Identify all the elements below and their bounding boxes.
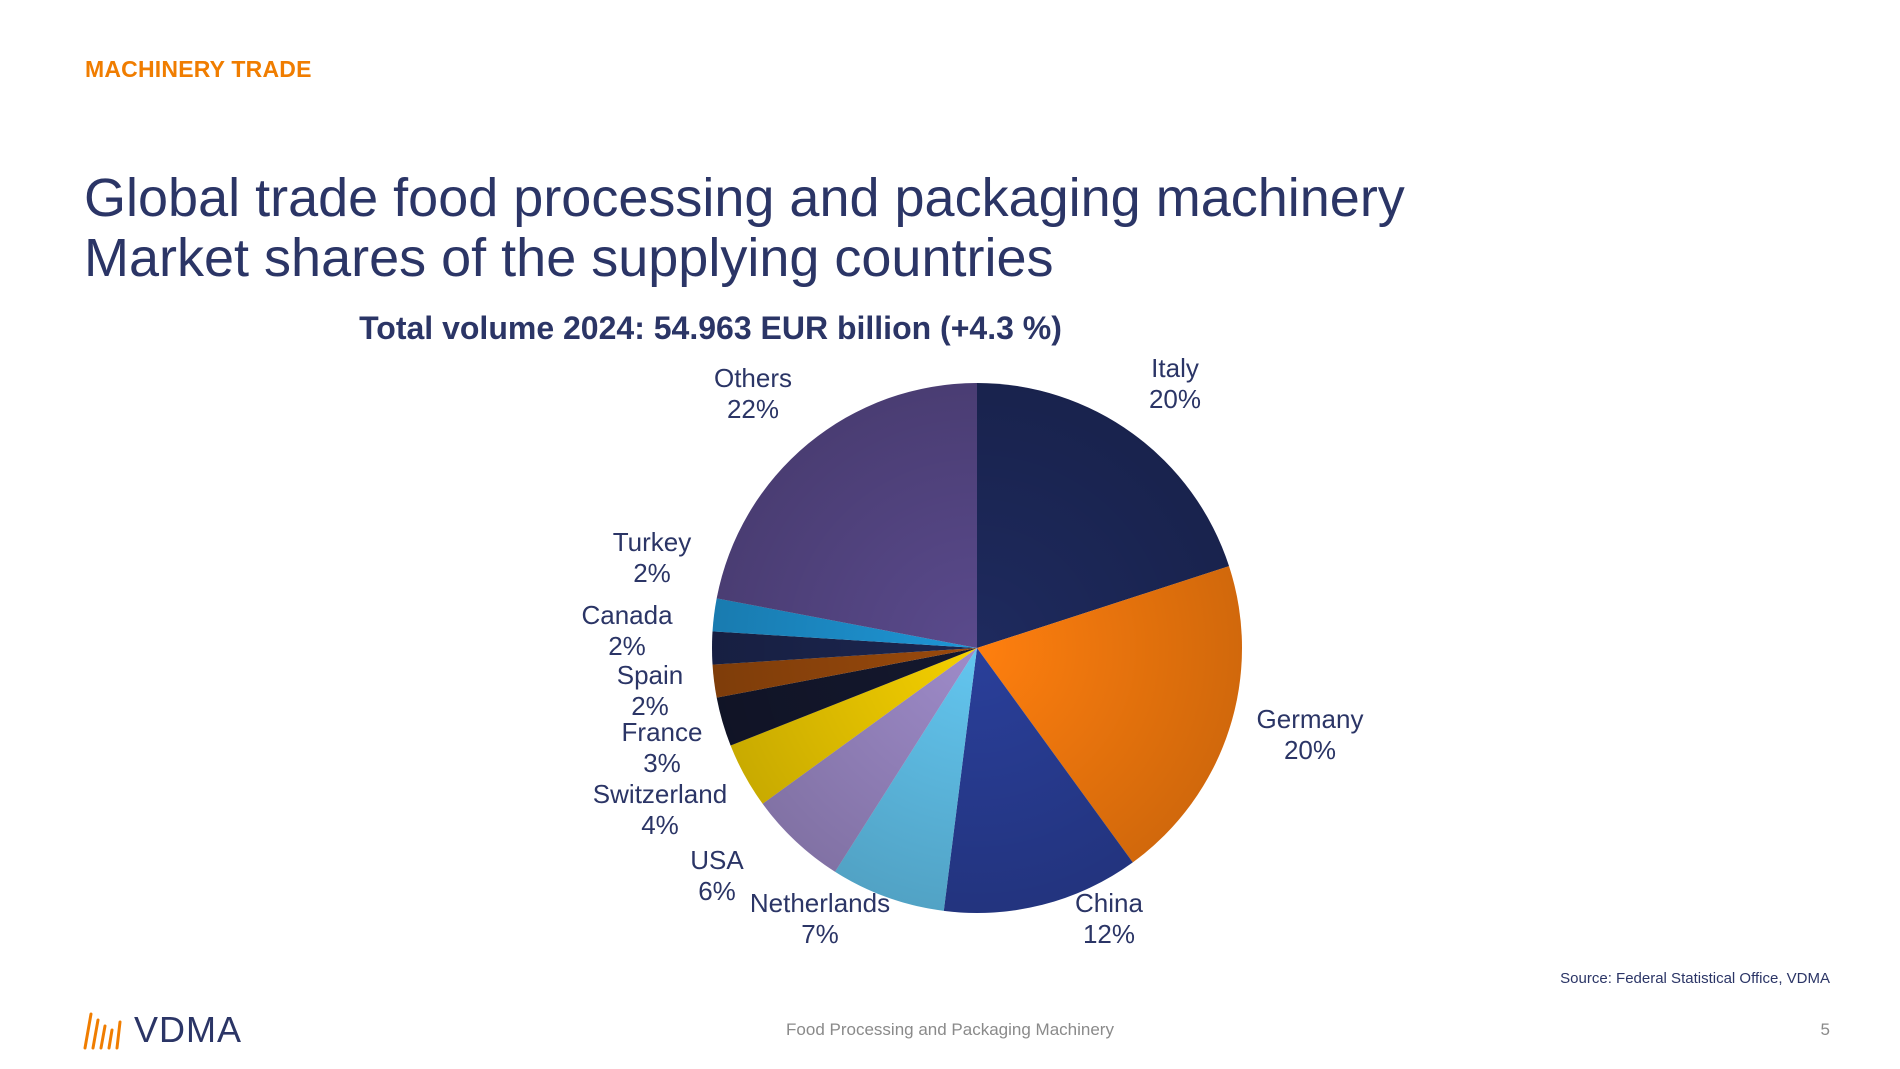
title-line-1: Global trade food processing and packagi… [84,168,1405,228]
slice-label-netherlands: Netherlands 7% [750,888,890,949]
section-label: MACHINERY TRADE [85,56,312,82]
slice-label-italy: Italy 20% [1149,353,1201,414]
chart-title: Total volume 2024: 54.963 EUR billion (+… [359,310,1062,346]
logo-text: VDMA [134,1009,243,1050]
slice-label-china: China 12% [1075,888,1143,949]
slice-label-spain: Spain 2% [617,660,684,721]
vdma-logo: VDMA [82,1008,242,1052]
page-number: 5 [1820,1020,1830,1039]
slice-label-others: Others 22% [714,363,792,424]
source-note: Source: Federal Statistical Office, VDMA [1560,970,1830,987]
slice-label-switzerland: Switzerland 4% [593,779,727,840]
page-title: Global trade food processing and packagi… [84,168,1405,288]
footer-text: Food Processing and Packaging Machinery [786,1020,1114,1039]
slice-label-turkey: Turkey 2% [613,527,692,588]
slice-label-canada: Canada 2% [581,600,673,661]
title-line-2: Market shares of the supplying countries [84,228,1054,288]
slice-label-france: France 3% [622,717,703,778]
slice-label-germany: Germany 20% [1257,704,1364,765]
pie-chart: Italy 20% Germany 20% China 12% Netherlands 7%U… [581,353,1364,949]
slice-label-usa: USA 6% [690,845,744,906]
vdma-logo-icon [83,1012,122,1050]
